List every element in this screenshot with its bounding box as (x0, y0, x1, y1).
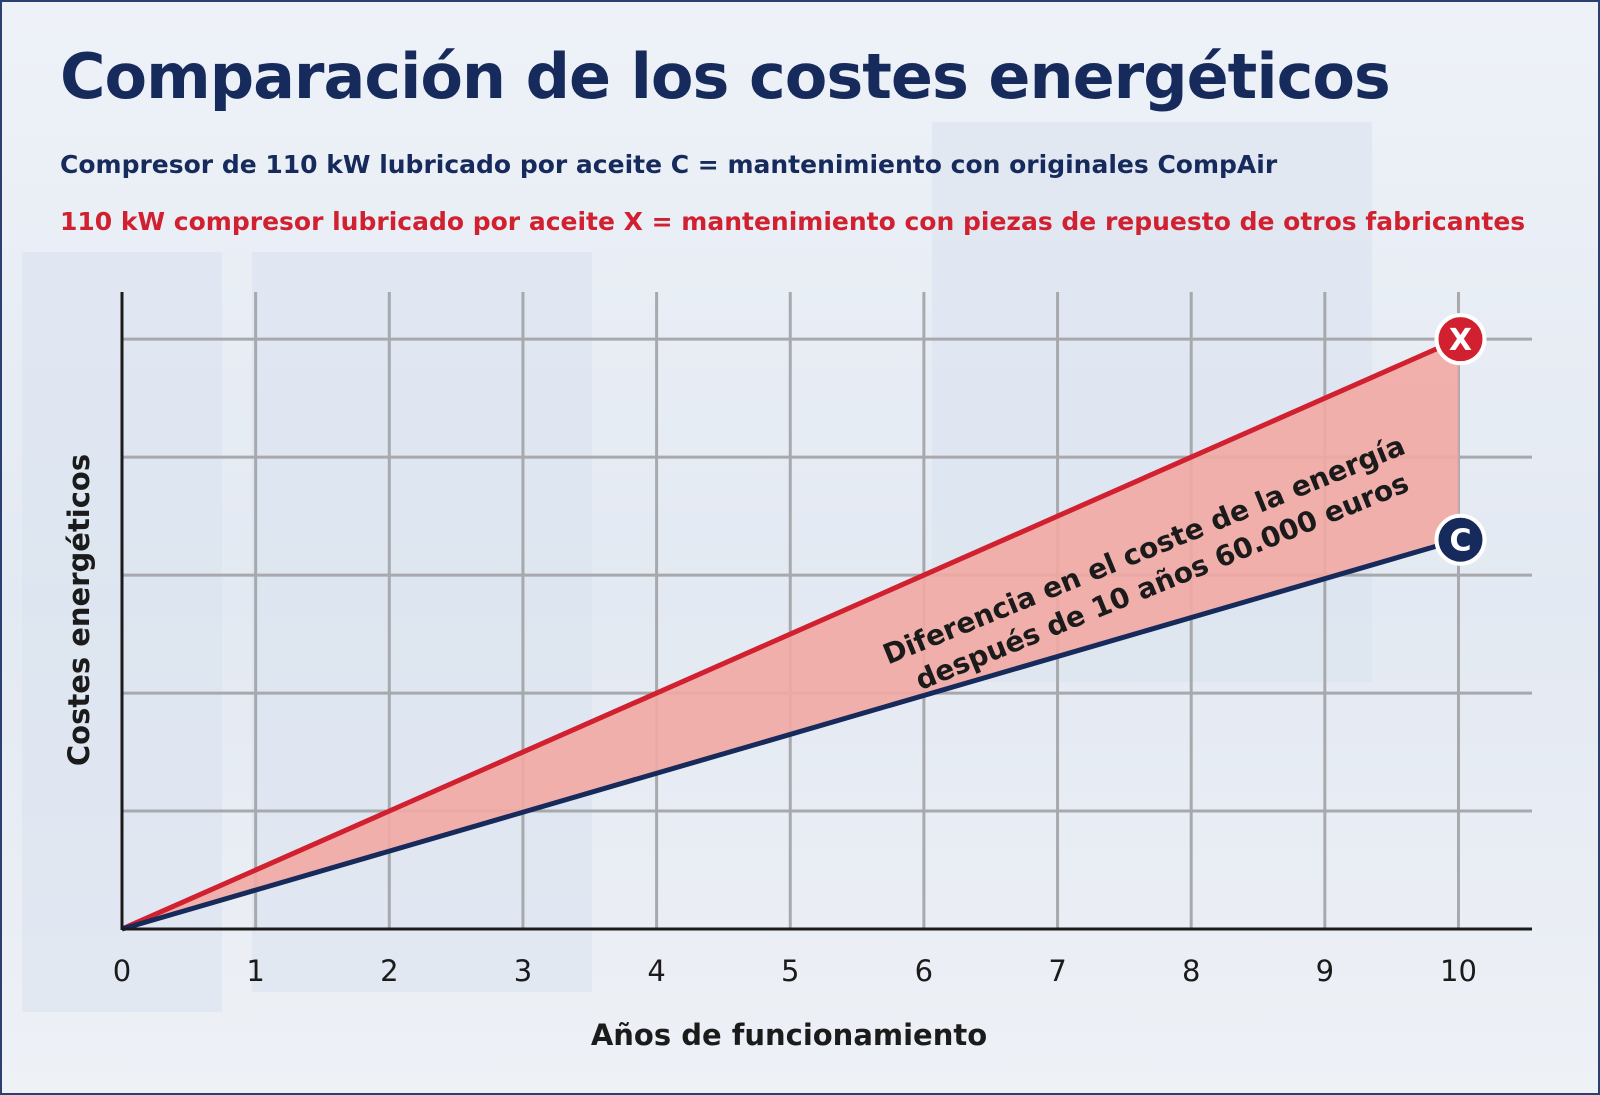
series-line-c (121, 537, 1460, 932)
x-tick-label-1: 1 (246, 954, 264, 988)
series-line-x (120, 336, 1460, 932)
x-tick-label-7: 7 (1048, 954, 1066, 988)
series-markers: XC (1434, 313, 1487, 566)
x-tick-label-8: 8 (1182, 954, 1200, 988)
marker-c (1434, 513, 1487, 566)
axes (120, 292, 1532, 931)
x-tick-label-2: 2 (380, 954, 398, 988)
x-tick-label-0: 0 (113, 954, 131, 988)
subtitle-c: Compresor de 110 kW lubricado por aceite… (60, 150, 1278, 179)
x-tick-label-3: 3 (514, 954, 532, 988)
x-tick-label-10: 10 (1440, 954, 1477, 988)
x-axis-label: Años de funcionamiento (591, 1018, 987, 1052)
subtitle-x: 110 kW compresor lubricado por aceite X … (60, 207, 1526, 236)
y-axis-label: Costes energéticos (62, 454, 96, 766)
x-tick-label-9: 9 (1316, 954, 1334, 988)
chart-title: Comparación de los costes energéticos (60, 40, 1391, 113)
x-tick-label-6: 6 (915, 954, 933, 988)
marker-x (1434, 313, 1487, 366)
x-tick-label-4: 4 (647, 954, 665, 988)
x-tick-label-5: 5 (781, 954, 799, 988)
marker-label-x: X (1449, 323, 1472, 358)
series-lines (120, 336, 1460, 932)
marker-label-c: C (1449, 524, 1471, 559)
x-tick-labels: 0 1 2 3 4 5 6 7 8 9 10 (113, 954, 1477, 988)
